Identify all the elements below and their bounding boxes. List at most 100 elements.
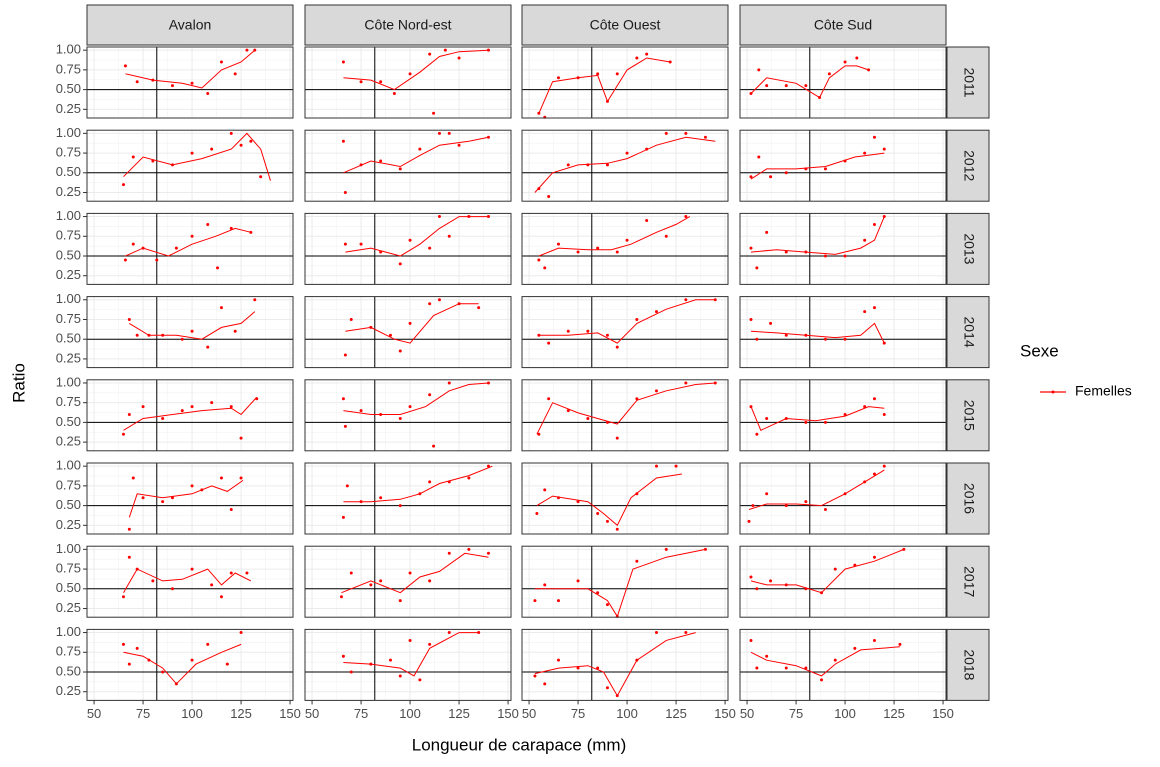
- data-point: [605, 519, 609, 523]
- data-point: [556, 496, 560, 500]
- data-point: [566, 409, 570, 413]
- data-point: [820, 591, 824, 595]
- panel-background: [87, 130, 293, 202]
- panel-background: [522, 213, 728, 285]
- panel-background: [305, 47, 511, 118]
- trend-line: [538, 299, 716, 344]
- data-point: [749, 575, 753, 579]
- panel-background: [740, 379, 946, 451]
- data-point: [755, 432, 759, 436]
- panel-border: [304, 545, 512, 618]
- data-point: [713, 298, 717, 302]
- data-point: [180, 409, 184, 413]
- data-point: [596, 591, 600, 595]
- x-axis-title: Longueur de carapace (mm): [412, 735, 627, 754]
- data-point: [547, 194, 551, 198]
- legend-label: Femelles: [1075, 383, 1132, 399]
- data-point: [210, 583, 214, 587]
- y-tick-label: 0.75: [56, 394, 81, 409]
- data-point: [882, 464, 886, 468]
- data-point: [259, 175, 263, 179]
- data-point: [556, 658, 560, 662]
- y-tick-label: 0.25: [56, 600, 81, 615]
- data-point: [147, 658, 151, 662]
- y-tick-label: 0.50: [56, 414, 81, 429]
- data-point: [170, 496, 174, 500]
- trend-line: [123, 396, 258, 431]
- data-point: [428, 246, 432, 250]
- data-point: [535, 511, 539, 515]
- data-point: [428, 302, 432, 306]
- panel-background: [522, 546, 728, 618]
- data-point: [437, 131, 441, 135]
- data-point: [749, 92, 753, 96]
- data-point: [784, 333, 788, 337]
- row-label: 2017: [961, 566, 977, 597]
- data-point: [684, 131, 688, 135]
- column-label: Côte Sud: [814, 17, 872, 33]
- data-point: [537, 432, 541, 436]
- data-point: [239, 436, 243, 440]
- data-point: [343, 191, 347, 195]
- y-tick-label: 1.00: [56, 291, 81, 306]
- x-tick-label: 50: [522, 706, 536, 721]
- y-tick-label: 0.50: [56, 164, 81, 179]
- y-tick-label: 1.00: [56, 458, 81, 473]
- data-point: [596, 246, 600, 250]
- y-tick-label: 0.75: [56, 228, 81, 243]
- data-point: [343, 424, 347, 428]
- data-point: [151, 579, 155, 583]
- data-point: [147, 333, 151, 337]
- x-tick-label: 150: [497, 706, 519, 721]
- data-point: [345, 484, 349, 488]
- data-point: [341, 397, 345, 401]
- data-point: [872, 397, 876, 401]
- data-point: [867, 68, 871, 72]
- data-point: [543, 488, 547, 492]
- data-point: [398, 504, 402, 508]
- data-point: [190, 151, 194, 155]
- trend-line: [343, 49, 489, 91]
- data-point: [713, 381, 717, 385]
- y-tick-label: 1.00: [56, 125, 81, 140]
- data-point: [437, 215, 441, 219]
- data-point: [804, 167, 808, 171]
- data-point: [566, 329, 570, 333]
- data-point: [253, 48, 257, 52]
- data-point: [388, 333, 392, 337]
- data-point: [210, 147, 214, 151]
- data-point: [635, 658, 639, 662]
- x-tick-label: 150: [932, 706, 954, 721]
- data-point: [804, 666, 808, 670]
- data-point: [654, 310, 658, 314]
- data-point: [586, 163, 590, 167]
- data-point: [486, 48, 490, 52]
- row-strip: [946, 462, 990, 535]
- data-point: [556, 599, 560, 603]
- panel-border: [86, 379, 294, 452]
- panel-background: [522, 47, 728, 118]
- data-point: [635, 317, 639, 321]
- row-strip: [946, 296, 990, 369]
- data-point: [190, 405, 194, 409]
- data-point: [349, 571, 353, 575]
- data-point: [151, 159, 155, 163]
- data-point: [757, 68, 761, 72]
- x-tick-label: 75: [354, 706, 368, 721]
- panel-background: [305, 296, 511, 368]
- data-point: [216, 266, 220, 270]
- y-tick-label: 0.25: [56, 101, 81, 116]
- data-point: [477, 631, 481, 635]
- panel-background: [87, 629, 293, 701]
- data-point: [654, 389, 658, 393]
- data-point: [447, 551, 451, 555]
- trend-line: [123, 132, 271, 181]
- y-tick-label: 0.50: [56, 663, 81, 678]
- data-point: [341, 139, 345, 143]
- data-point: [863, 405, 867, 409]
- data-point: [596, 72, 600, 76]
- data-point: [833, 658, 837, 662]
- data-point: [239, 631, 243, 635]
- column-strip: [86, 4, 294, 46]
